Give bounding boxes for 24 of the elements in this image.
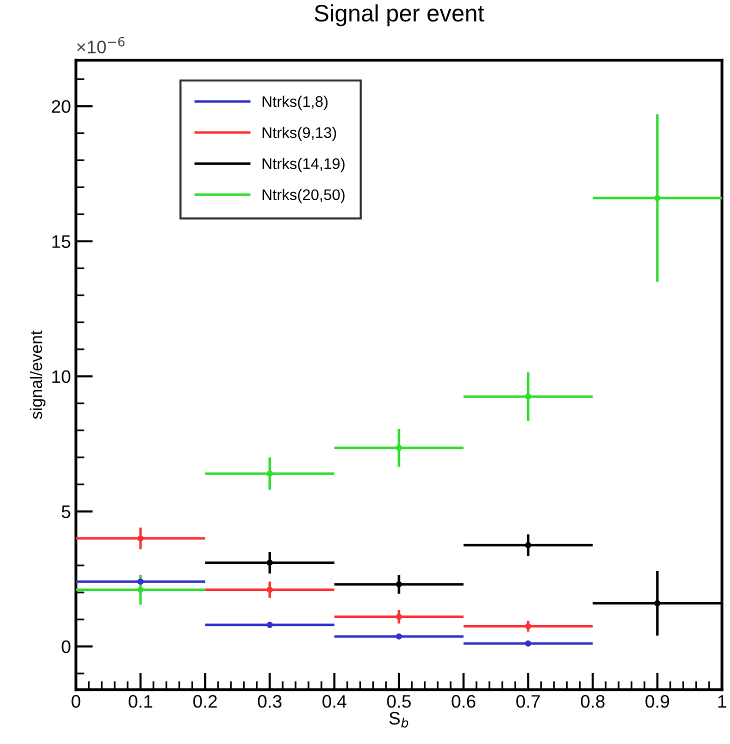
y-tick-label: 5 (62, 506, 70, 518)
y-tick-label: 15 (52, 235, 70, 248)
x-tick-label: 0.8 (580, 695, 605, 708)
x-tick-label: 0 (72, 695, 80, 708)
x-tick-label: 0.9 (646, 695, 670, 708)
x-axis-title: S$_{b}$ (389, 712, 408, 728)
y-tick-label: 20 (52, 100, 70, 113)
chart-title: Signal per event (314, 4, 484, 26)
x-tick-label: 0.6 (452, 695, 476, 708)
x-tick-label: 0.2 (193, 695, 217, 708)
x-tick-label: 0.4 (322, 695, 346, 708)
legend-label: Ntrks(1,8) (262, 96, 328, 110)
x-tick-label: 0.5 (387, 695, 411, 708)
x-tick-label: 0.1 (128, 695, 152, 708)
text: ×10$^{−6}$ (77, 36, 125, 54)
x-tick-label: 0.7 (516, 695, 540, 708)
legend-label: Ntrks(14,19) (262, 158, 345, 172)
legend-label: Ntrks(9,13) (262, 126, 336, 142)
x-tick-label: 0.3 (258, 695, 282, 708)
y-axis-title: signal/event (30, 330, 46, 419)
x-tick-label: 1 (718, 695, 726, 708)
y-tick-label: 0 (62, 640, 70, 654)
y-tick-label: 10 (52, 370, 70, 384)
legend-label: Ntrks(20,50) (262, 188, 345, 204)
